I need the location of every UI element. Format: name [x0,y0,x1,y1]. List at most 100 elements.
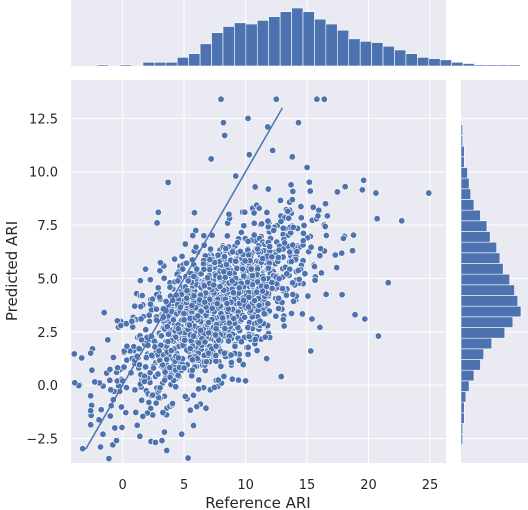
right-histogram-bars [460,124,522,446]
scatter-point [299,229,307,237]
scatter-point [230,315,238,323]
scatter-point [248,272,256,280]
scatter-point [360,176,368,184]
scatter-point [153,219,161,227]
scatter-point [250,209,258,217]
scatter-point [190,292,198,300]
scatter-point [122,409,130,417]
scatter-point [251,183,259,191]
right-histogram-bar [460,359,481,371]
scatter-point [322,200,330,208]
top-histogram-bar [302,11,315,67]
scatter-point [99,430,107,438]
scatter-point [212,325,220,333]
scatter-point [114,364,122,372]
scatter-point [212,351,220,359]
scatter-point [220,268,228,276]
scatter-point [239,361,247,369]
right-histogram-bar [460,295,519,307]
right-histogram-bar [460,241,497,254]
scatter-point [259,287,267,295]
scatter-point [220,349,228,357]
scatter-point [210,383,218,391]
x-tick-label: 10 [237,478,254,493]
scatter-point [146,300,154,308]
scatter-point [253,347,261,355]
scatter-point [221,324,229,332]
scatter-point [188,302,196,310]
top-histogram-bar [96,64,109,67]
right-histogram-bar [460,135,463,147]
scatter-point [374,332,382,340]
scatter-point [338,249,346,257]
y-tick-label: 5.0 [37,272,58,287]
scatter-point [181,336,189,344]
scatter-point [193,403,201,411]
top-histogram-bar [291,7,304,67]
scatter-point [258,220,266,228]
scatter-point [241,208,249,216]
scatter-point [174,277,182,285]
scatter-point [164,178,172,186]
scatter-point [201,298,209,306]
scatter-point [78,354,86,362]
right-histogram-bar [460,252,501,264]
scatter-point [152,305,160,313]
scatter-point [260,275,268,283]
scatter-point [289,187,297,195]
scatter-point [172,333,180,341]
scatter-point [261,333,269,341]
scatter-point [156,384,164,392]
scatter-point [294,119,302,127]
top-histogram-bar [462,63,475,67]
scatter-point [188,366,196,374]
scatter-point [156,259,164,267]
scatter-point [105,455,113,463]
scatter-point [289,291,297,299]
scatter-point [88,366,96,374]
scatter-point [259,255,267,263]
scatter-point [156,293,164,301]
scatter-point [398,217,406,225]
scatter-point [129,323,137,331]
scatter-point [166,373,174,381]
scatter-point [122,384,130,392]
scatter-point [150,364,158,372]
top-histogram-bar [485,64,498,67]
scatter-point [202,358,210,366]
scatter-point [285,214,293,222]
right-histogram-bar [460,220,488,232]
scatter-point [207,155,215,163]
scatter-point [142,265,150,273]
scatter-point [288,153,296,161]
scatter-point [179,265,187,273]
scatter-point [305,178,313,186]
scatter-point [237,338,245,346]
scatter-point [284,207,292,215]
scatter-point [146,276,154,284]
scatter-point [227,351,235,359]
scatter-point [244,324,252,332]
scatter-point [166,364,174,372]
scatter-point [293,248,301,256]
scatter-point [217,362,225,370]
scatter-point [223,232,231,240]
right-histogram-bar [460,433,463,446]
scatter-point [136,432,144,440]
top-histogram-bar [428,58,441,67]
scatter-point [250,231,258,239]
y-tick-label: 12.5 [29,112,58,127]
scatter-point [228,248,236,256]
top-histogram-bar [417,57,430,67]
reference-line [85,107,284,450]
scatter-point [240,222,248,230]
scatter-point [190,422,198,430]
scatter-point [320,95,328,103]
scatter-point [228,375,236,383]
scatter-point [183,259,191,267]
top-histogram-bar [199,43,212,67]
scatter-point [275,246,283,254]
right-histogram-bar [460,316,514,328]
scatter-point [298,310,306,318]
x-tick-labels: 0 5 10 15 20 25 [118,478,438,493]
